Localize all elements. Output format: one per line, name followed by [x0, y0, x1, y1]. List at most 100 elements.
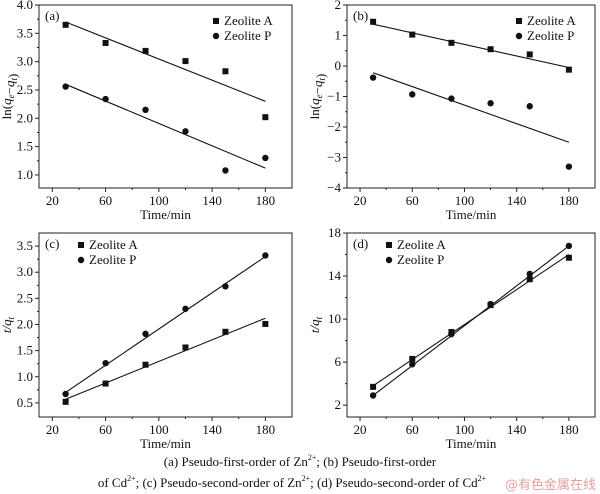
chart-panel-a: 20 60 100 140 180 1.0 1.5 2.0 2.5 3.0 3.5 4.0 Time/m…: [0, 0, 293, 222]
y-axis-label-part: t: [6, 316, 16, 319]
data-point-circle: [409, 91, 416, 98]
y-axis-label-part: ln(: [0, 105, 14, 119]
x-tick-label: 60: [99, 422, 112, 437]
y-axis-label: ln(qe−qt): [307, 74, 328, 120]
y-tick-label: 6: [335, 354, 342, 369]
data-point-square: [222, 68, 229, 75]
legend-marker-circle: [515, 32, 523, 40]
data-point-square: [182, 58, 189, 65]
y-axis-label-part: −: [2, 87, 17, 94]
data-point-circle: [262, 252, 269, 259]
y-axis-label: t/qt: [307, 316, 324, 333]
panel-label: (b): [353, 8, 368, 23]
data-point-square: [409, 355, 416, 362]
data-point-square: [222, 328, 229, 335]
data-point-square: [102, 39, 109, 46]
plot-frame: [346, 232, 596, 418]
legend-marker-square: [213, 18, 219, 24]
y-tick-label: 3.0: [17, 54, 33, 69]
x-tick-label: 60: [406, 193, 419, 208]
data-point-circle: [222, 167, 229, 174]
y-tick-label: −4: [327, 180, 341, 195]
x-tick-label: 140: [202, 193, 222, 208]
x-tick-label: 140: [202, 422, 222, 437]
y-tick-label: 1.5: [17, 139, 33, 154]
series-zeolite-p: Zeolite P: [369, 28, 574, 170]
data-point-square: [565, 254, 572, 261]
data-point-circle: [526, 270, 533, 278]
x-axis-label: Time/min: [446, 207, 497, 222]
y-axis-label-part: ln(: [307, 105, 322, 119]
legend-label: Zeolite P: [397, 252, 444, 267]
y-tick-label: 2.5: [17, 290, 33, 305]
x-tick-label: 20: [354, 193, 367, 208]
data-point-circle: [369, 74, 377, 81]
data-point-circle: [102, 95, 109, 103]
data-point-circle: [369, 392, 377, 399]
data-point-square: [409, 31, 416, 38]
data-point-circle: [102, 359, 109, 367]
y-tick-label: 2: [335, 0, 342, 12]
data-point-square: [102, 380, 109, 387]
y-axis-label-part: ): [313, 74, 328, 78]
figure-caption-line-2: of Cd2+; (c) Pseudo-second-order of Zn2+…: [0, 475, 592, 491]
y-axis-label-part: q: [2, 80, 17, 87]
legend-label: Zeolite A: [89, 237, 138, 252]
y-tick-label: −2: [327, 119, 341, 134]
y-tick-label: 2.5: [17, 82, 33, 97]
x-axis-label: Time/min: [446, 436, 497, 451]
y-tick-label: 3.5: [17, 25, 33, 40]
x-tick-label: 100: [149, 193, 169, 208]
x-tick-label: 100: [455, 193, 475, 208]
fit-line: [65, 21, 266, 102]
data-point-circle: [62, 83, 69, 90]
data-point-square: [487, 46, 494, 53]
y-axis-label-part: t/: [0, 325, 14, 334]
data-point-circle: [526, 103, 533, 110]
series-zeolite-a: Zeolite A: [370, 237, 572, 390]
y-tick-label: 0: [335, 58, 342, 73]
data-point-circle: [448, 95, 455, 102]
data-point-square: [565, 66, 572, 73]
fit-line: [65, 256, 266, 393]
panel-label: (a): [45, 8, 59, 23]
plot-frame: [38, 4, 293, 189]
data-point-square: [370, 383, 377, 390]
caption-text: ; (c) Pseudo-second-order of Zn: [135, 475, 302, 490]
data-point-square: [182, 344, 189, 351]
y-tick-label: −3: [327, 150, 341, 165]
y-axis-label: t/qt: [0, 316, 16, 333]
caption-text: ; (b) Pseudo-first-order: [316, 454, 437, 469]
data-point-square: [526, 51, 533, 58]
x-axis-label: Time/min: [140, 436, 191, 451]
y-tick-label: 2.0: [17, 110, 33, 125]
figure-caption-line-1: (a) Pseudo-first-order of Zn2+; (b) Pseu…: [0, 454, 600, 470]
data-point-circle: [222, 283, 229, 290]
fit-line: [372, 23, 570, 69]
data-point-circle: [142, 330, 149, 338]
legend-label: Zeolite A: [397, 237, 446, 252]
caption-superscript: 2+: [127, 474, 136, 483]
y-tick-label: 2: [335, 397, 342, 412]
data-point-circle: [409, 361, 416, 368]
data-point-square: [62, 21, 69, 28]
x-tick-label: 180: [559, 193, 579, 208]
y-tick-label: 1.5: [17, 343, 33, 358]
data-point-circle: [182, 305, 189, 312]
y-tick-label: 3.0: [17, 264, 33, 279]
data-point-circle: [182, 128, 189, 135]
panel-label: (c): [45, 236, 59, 251]
legend-label: Zeolite A: [224, 13, 273, 28]
series-zeolite-p: Zeolite P: [62, 252, 269, 398]
x-tick-label: 180: [256, 193, 276, 208]
legend-marker-square: [386, 242, 392, 248]
panel-label: (d): [353, 236, 368, 251]
x-tick-label: 180: [256, 422, 276, 437]
data-point-square: [142, 47, 149, 54]
x-tick-label: 140: [507, 193, 527, 208]
legend-marker-circle: [77, 256, 85, 264]
legend-marker-circle: [385, 256, 393, 264]
y-tick-label: 10: [328, 311, 341, 326]
y-tick-label: 1: [335, 28, 342, 43]
